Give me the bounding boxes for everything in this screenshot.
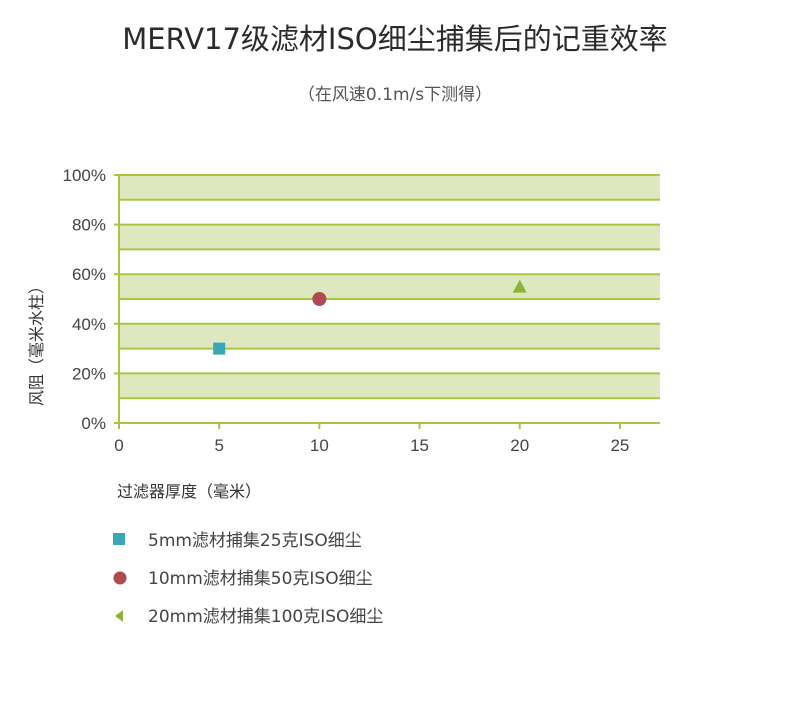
- grid-band: [119, 175, 660, 200]
- x-tick-label: 15: [410, 436, 429, 455]
- legend-item: 20mm滤材捕集100克ISO细尘: [112, 602, 532, 640]
- y-tick-label: 60%: [72, 265, 106, 284]
- grid-lines: [119, 174, 660, 400]
- y-tick-label: 0%: [81, 414, 106, 433]
- legend-label: 10mm滤材捕集50克ISO细尘: [148, 569, 373, 589]
- grid-band: [119, 323, 660, 349]
- x-tick-label: 25: [610, 436, 629, 455]
- y-tick-labels: 0% 20% 40% 60% 80% 100%: [63, 166, 106, 433]
- legend-label: 20mm滤材捕集100克ISO细尘: [148, 607, 384, 627]
- legend-item: 10mm滤材捕集50克ISO细尘: [112, 564, 532, 602]
- axes: [114, 174, 660, 429]
- x-tick-label: 20: [510, 436, 529, 455]
- grid-band: [119, 224, 660, 250]
- data-point-square: [213, 342, 226, 355]
- y-tick-label: 20%: [72, 364, 106, 383]
- legend-label: 5mm滤材捕集25克ISO细尘: [148, 531, 362, 551]
- legend-item: 5mm滤材捕集25克ISO细尘: [112, 526, 532, 564]
- data-point-triangle: [512, 279, 527, 293]
- data-points: [213, 279, 527, 355]
- square-marker-icon: [113, 533, 125, 545]
- chart-title: MERV17级滤材ISO细尘捕集后的记重效率: [122, 22, 668, 56]
- grid-band: [119, 274, 660, 299]
- y-tick-label: 80%: [72, 216, 106, 235]
- y-axis-label: 风阻（毫米水柱）: [27, 278, 46, 406]
- grid-band: [119, 373, 660, 399]
- data-point-circle: [312, 292, 327, 306]
- y-tick-label: 100%: [63, 166, 106, 185]
- x-tick-label: 5: [214, 436, 223, 455]
- legend: 5mm滤材捕集25克ISO细尘 10mm滤材捕集50克ISO细尘 20mm滤材捕…: [112, 526, 532, 640]
- x-tick-label: 0: [114, 436, 123, 455]
- circle-marker-icon: [113, 571, 127, 585]
- x-tick-labels: 0 5 10 15 20 25: [114, 436, 629, 455]
- chart-subtitle: （在风速0.1m/s下测得）: [297, 85, 493, 105]
- x-tick-label: 10: [310, 436, 329, 455]
- plot-area: [119, 175, 660, 399]
- x-axis-label: 过滤器厚度（毫米）: [117, 482, 261, 501]
- triangle-marker-icon: [115, 610, 123, 622]
- y-tick-label: 40%: [72, 315, 106, 334]
